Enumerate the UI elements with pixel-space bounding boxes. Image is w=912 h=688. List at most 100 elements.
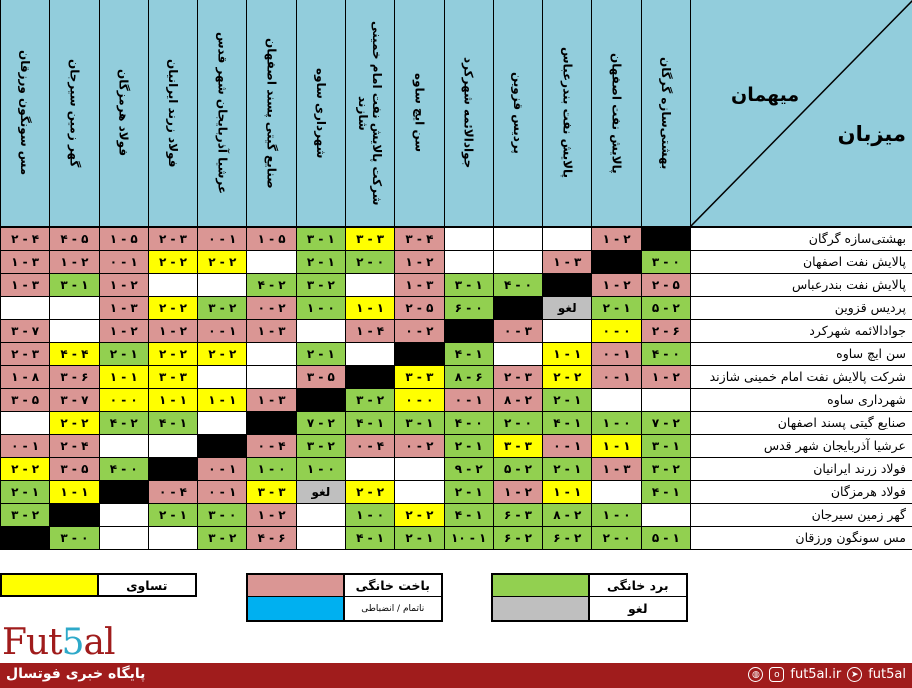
score-cell: ۲ - ۱ (295, 343, 345, 365)
score-cell (246, 366, 296, 388)
score-cell (591, 389, 641, 411)
legend-loss: باخت خانگی ناتمام / انضباطی (246, 573, 443, 622)
score-cell: ۱ - ۱ (98, 366, 148, 388)
score-cell: ۴ - ۱ (443, 343, 493, 365)
guest-team-name: پالایش نفت بندرعباس (560, 47, 575, 179)
score-cell: ۲ - ۲ (345, 481, 395, 503)
score-cell: ۱ - ۳ (591, 458, 641, 480)
score-cell: ۴ - ۴ (49, 343, 99, 365)
fut5al-logo: Fut5al (2, 622, 116, 663)
score-cell: ۱ - ۰ (295, 297, 345, 319)
guest-label: میهمان (731, 84, 800, 106)
score-cell (147, 274, 198, 296)
self-match-cell (295, 389, 345, 411)
score-cell: ۲ - ۲ (0, 458, 50, 480)
score-cell (345, 458, 395, 480)
score-cell: ۳ - ۲ (197, 527, 247, 549)
guest-team-name: بهشتی‌سازه گرگان (658, 56, 673, 170)
score-cell: ۲ - ۲ (394, 504, 444, 526)
score-cell: ۳ - ۶ (49, 366, 99, 388)
guest-column-header: بهشتی‌سازه گرگان (640, 0, 690, 226)
self-match-cell (443, 320, 493, 342)
score-cell (640, 504, 690, 526)
self-match-cell (147, 458, 198, 480)
score-cell: ۰ - ۰ (98, 389, 148, 411)
host-team-name: پالایش نفت اصفهان (690, 251, 912, 273)
self-match-cell (542, 274, 592, 296)
score-cell: ۲ - ۳ (147, 228, 198, 250)
diagonal-divider (691, 0, 912, 226)
guest-column-header: مس سونگون ورزقان (0, 0, 49, 226)
score-cell: ۰ - ۱ (443, 389, 493, 411)
score-cell (492, 343, 543, 365)
score-cell: ۲ - ۵ (640, 274, 690, 296)
telegram-handle[interactable]: fut5al (868, 667, 906, 682)
host-team-name: فولاد هرمزگان (690, 481, 912, 503)
legend-win: برد خانگی لغو (491, 573, 688, 622)
host-team-name: شهرداری ساوه (690, 389, 912, 411)
score-cell (246, 251, 296, 273)
score-cell: لغو (542, 297, 592, 319)
self-match-cell (591, 251, 641, 273)
score-cell: ۰ - ۴ (345, 435, 395, 457)
score-cell: ۴ - ۰ (640, 343, 690, 365)
host-team-name: فولاد زرند ایرانیان (690, 458, 912, 480)
score-cell: ۲ - ۱ (542, 389, 592, 411)
guest-column-header: فولاد هرمزگان (98, 0, 148, 226)
score-cell (542, 320, 592, 342)
score-cell: ۰ - ۲ (246, 297, 296, 319)
guest-column-header: پردیس قزوین (492, 0, 542, 226)
score-cell: ۴ - ۱ (542, 412, 592, 434)
score-cell: ۳ - ۳ (246, 481, 296, 503)
home-win-swatch (493, 575, 590, 596)
score-cell: ۳ - ۰ (197, 504, 247, 526)
score-cell (0, 297, 50, 319)
guest-team-name: گهر زمین سیرجان (67, 58, 82, 168)
score-cell (246, 343, 296, 365)
score-cell (542, 228, 592, 250)
website-link[interactable]: fut5al.ir (790, 667, 842, 682)
score-cell (49, 297, 99, 319)
instagram-icon[interactable]: o (769, 667, 785, 682)
score-cell: ۳ - ۱ (443, 274, 493, 296)
host-team-name: عرشیا آذربایجان شهر قدس (690, 435, 912, 457)
home-loss-swatch (248, 575, 345, 596)
score-cell: ۴ - ۱ (640, 481, 690, 503)
score-cell: ۴ - ۱ (443, 504, 493, 526)
score-cell: ۰ - ۲ (394, 320, 444, 342)
score-cell: ۰ - ۱ (197, 228, 247, 250)
host-team-name: گهر زمین سیرجان (690, 504, 912, 526)
footer-bar: پایگاه خبری فوتسال ◍ o fut5al.ir ➤ fut5a… (0, 663, 912, 688)
score-cell: ۲ - ۳ (0, 343, 50, 365)
score-cell (640, 389, 690, 411)
telegram-icon[interactable]: ➤ (847, 667, 863, 682)
void-swatch (493, 597, 590, 620)
score-cell: ۳ - ۵ (0, 389, 50, 411)
score-cell: ۵ - ۱ (640, 527, 690, 549)
home-loss-label: باخت خانگی (355, 578, 430, 593)
score-cell (147, 527, 198, 549)
score-cell: ۱۰ - ۱ (443, 527, 493, 549)
score-cell: ۲ - ۱ (98, 343, 148, 365)
score-cell: ۵ - ۲ (492, 458, 543, 480)
score-cell: ۳ - ۴ (394, 228, 444, 250)
score-cell: ۳ - ۱ (49, 274, 99, 296)
score-cell: ۰ - ۳ (492, 320, 543, 342)
score-cell: ۰ - ۱ (197, 320, 247, 342)
guest-team-name: جوادالائمه شهرکرد (461, 57, 476, 169)
host-team-name: مس سونگون ورزقان (690, 527, 912, 549)
score-cell: ۱ - ۱ (197, 389, 247, 411)
globe-icon[interactable]: ◍ (748, 667, 764, 682)
score-cell: ۹ - ۲ (443, 458, 493, 480)
host-team-name: صنایع گیتی پسند اصفهان (690, 412, 912, 434)
score-cell: ۲ - ۶ (640, 320, 690, 342)
score-cell: ۱ - ۳ (246, 389, 296, 411)
score-cell: ۱ - ۲ (246, 504, 296, 526)
score-cell: ۳ - ۳ (147, 366, 198, 388)
guest-column-header: عرشیا آذربایجان شهر قدس (197, 0, 246, 226)
guest-team-name: عرشیا آذربایجان شهر قدس (215, 31, 230, 195)
guest-team-name: فولاد زرند ایرانیان (165, 58, 180, 168)
